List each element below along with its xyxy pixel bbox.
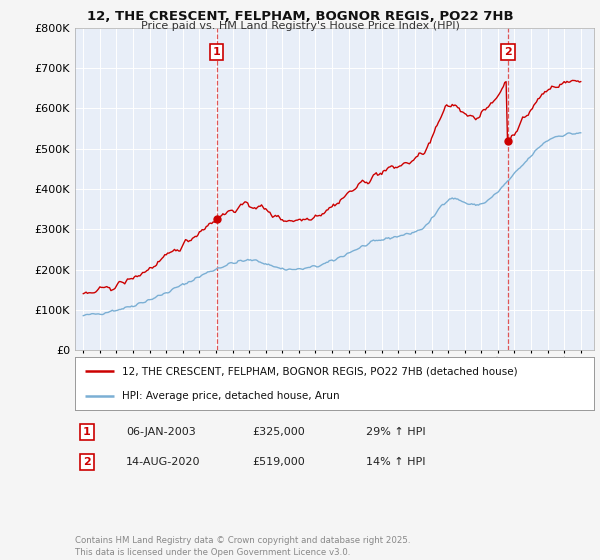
Text: Price paid vs. HM Land Registry's House Price Index (HPI): Price paid vs. HM Land Registry's House … (140, 21, 460, 31)
Text: 12, THE CRESCENT, FELPHAM, BOGNOR REGIS, PO22 7HB (detached house): 12, THE CRESCENT, FELPHAM, BOGNOR REGIS,… (122, 366, 517, 376)
Text: £519,000: £519,000 (252, 457, 305, 467)
Text: 12, THE CRESCENT, FELPHAM, BOGNOR REGIS, PO22 7HB: 12, THE CRESCENT, FELPHAM, BOGNOR REGIS,… (86, 10, 514, 23)
Text: Contains HM Land Registry data © Crown copyright and database right 2025.
This d: Contains HM Land Registry data © Crown c… (75, 536, 410, 557)
Text: 06-JAN-2003: 06-JAN-2003 (126, 427, 196, 437)
Text: 14-AUG-2020: 14-AUG-2020 (126, 457, 200, 467)
Text: 1: 1 (213, 47, 220, 57)
Text: HPI: Average price, detached house, Arun: HPI: Average price, detached house, Arun (122, 390, 340, 400)
Text: 29% ↑ HPI: 29% ↑ HPI (366, 427, 425, 437)
Text: 2: 2 (83, 457, 91, 467)
Text: 14% ↑ HPI: 14% ↑ HPI (366, 457, 425, 467)
Text: 1: 1 (83, 427, 91, 437)
Text: £325,000: £325,000 (252, 427, 305, 437)
Text: 2: 2 (504, 47, 512, 57)
